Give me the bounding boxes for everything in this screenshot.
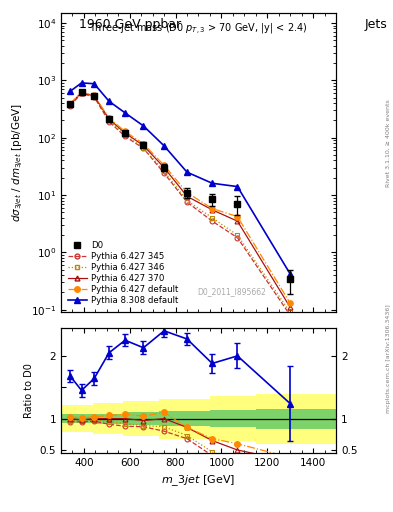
Y-axis label: Ratio to D0: Ratio to D0: [24, 363, 34, 418]
Text: Three-jet mass (D0 $p_{T,3}$ > 70 GeV, |y| < 2.4): Three-jet mass (D0 $p_{T,3}$ > 70 GeV, |…: [89, 22, 308, 36]
Text: D0_2011_I895662: D0_2011_I895662: [197, 287, 266, 296]
Legend: D0, Pythia 6.427 345, Pythia 6.427 346, Pythia 6.427 370, Pythia 6.427 default, : D0, Pythia 6.427 345, Pythia 6.427 346, …: [65, 238, 181, 308]
Text: Rivet 3.1.10, ≥ 400k events: Rivet 3.1.10, ≥ 400k events: [386, 99, 391, 187]
X-axis label: $m\_3jet$ [GeV]: $m\_3jet$ [GeV]: [162, 474, 235, 488]
Y-axis label: $d\sigma_{3jet}$ / $dm_{3jet}$ [pb/GeV]: $d\sigma_{3jet}$ / $dm_{3jet}$ [pb/GeV]: [11, 103, 25, 222]
Text: mcplots.cern.ch [arXiv:1306.3436]: mcplots.cern.ch [arXiv:1306.3436]: [386, 304, 391, 413]
Text: Jets: Jets: [364, 18, 387, 31]
Text: 1960 GeV ppbar: 1960 GeV ppbar: [79, 18, 181, 31]
